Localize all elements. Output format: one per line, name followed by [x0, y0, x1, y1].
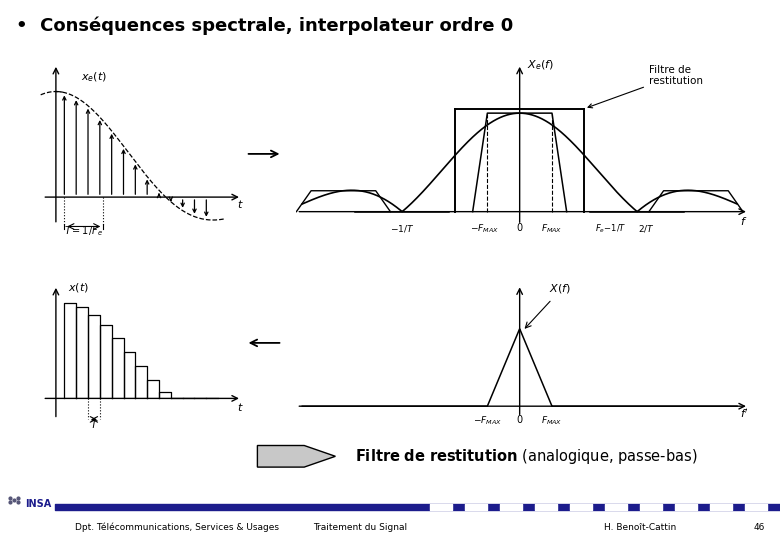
Text: Traitement du Signal: Traitement du Signal: [313, 523, 407, 532]
Text: INSA: INSA: [25, 499, 51, 509]
Text: $2/T$: $2/T$: [637, 223, 654, 234]
Text: $0$: $0$: [516, 413, 523, 425]
Text: $F_{MAX}$: $F_{MAX}$: [541, 222, 562, 235]
Text: H. Benoît-Cattin: H. Benoît-Cattin: [604, 523, 676, 532]
Text: $t$: $t$: [237, 401, 243, 413]
Text: $F_{MAX}$: $F_{MAX}$: [541, 414, 562, 427]
Text: •  Conséquences spectrale, interpolateur ordre 0: • Conséquences spectrale, interpolateur …: [16, 16, 513, 35]
Text: $0$: $0$: [516, 221, 523, 233]
Text: $f'$: $f'$: [740, 407, 749, 420]
Text: $x_e(t)$: $x_e(t)$: [81, 70, 108, 84]
Text: Dpt. Télécommunications, Services & Usages: Dpt. Télécommunications, Services & Usag…: [75, 523, 279, 532]
Text: 46: 46: [753, 523, 765, 532]
Text: $f$: $f$: [740, 215, 747, 227]
Text: $-F_{MAX}$: $-F_{MAX}$: [473, 414, 502, 427]
Text: $T{=}1/F_e$: $T{=}1/F_e$: [64, 224, 103, 238]
Text: $t$: $t$: [237, 198, 243, 210]
Text: $-1/T$: $-1/T$: [390, 223, 414, 234]
Text: $\mathbf{Filtre\ de\ restitution}$ (analogique, passe-bas): $\mathbf{Filtre\ de\ restitution}$ (anal…: [355, 447, 697, 466]
Text: Filtre de
restitution: Filtre de restitution: [588, 65, 703, 108]
Text: $T$: $T$: [90, 418, 98, 430]
Text: $X(f)$: $X(f)$: [549, 282, 571, 295]
Text: $-F_{MAX}$: $-F_{MAX}$: [470, 222, 499, 235]
Text: $x(t)$: $x(t)$: [68, 281, 89, 294]
Text: $X_e(f)$: $X_e(f)$: [526, 58, 554, 72]
Text: $F_e{-}1/T$: $F_e{-}1/T$: [595, 222, 626, 235]
